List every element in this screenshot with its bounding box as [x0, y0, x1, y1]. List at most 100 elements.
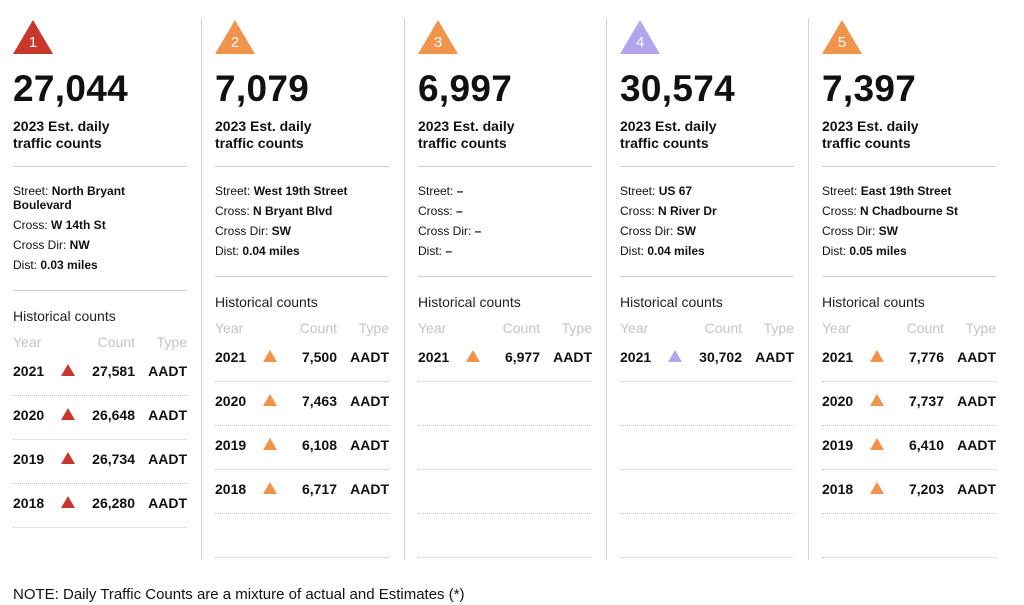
- table-row: 2021 30,702 AADT: [620, 338, 794, 382]
- table-row: 2020 26,648 AADT: [13, 396, 187, 440]
- history-type: AADT: [350, 437, 389, 453]
- section-divider: [418, 276, 592, 277]
- detail-label: Dist:: [822, 244, 850, 258]
- table-row: 2021 7,776 AADT: [822, 338, 996, 382]
- col-count: Count: [97, 334, 135, 350]
- section-divider: [620, 276, 794, 277]
- section-divider: [822, 166, 996, 167]
- empty-row: [620, 426, 794, 470]
- location-details: Street: East 19th Street Cross: N Chadbou…: [822, 181, 996, 261]
- triangle-marker-icon: [668, 350, 682, 362]
- detail-cross: Cross: N River Dr: [620, 201, 794, 221]
- detail-label: Street:: [13, 184, 52, 198]
- detail-street: Street: –: [418, 181, 592, 201]
- detail-cross-dir: Cross Dir: SW: [822, 221, 996, 241]
- history-count: 6,108: [301, 437, 337, 453]
- caption-line-1: 2023 Est. daily: [822, 118, 919, 134]
- triangle-marker-icon: 4: [620, 20, 660, 54]
- location-details: Street: West 19th Street Cross: N Bryant …: [215, 181, 389, 261]
- table-row: 2020 7,737 AADT: [822, 382, 996, 426]
- history-year: 2019: [822, 437, 854, 453]
- detail-street: Street: US 67: [620, 181, 794, 201]
- col-count: Count: [704, 320, 742, 336]
- marker-number: 5: [838, 34, 846, 51]
- caption-line-2: traffic counts: [13, 135, 102, 151]
- historical-counts-title: Historical counts: [418, 294, 521, 310]
- empty-row: [620, 382, 794, 426]
- history-year: 2018: [822, 481, 854, 497]
- detail-label: Cross:: [620, 204, 659, 218]
- empty-row: [620, 514, 794, 558]
- card-content: 1 27,044 2023 Est. daily traffic counts Stre…: [13, 18, 187, 560]
- empty-row: [822, 514, 996, 558]
- empty-row: [418, 514, 592, 558]
- caption-line-2: traffic counts: [620, 135, 709, 151]
- detail-label: Cross Dir:: [418, 224, 475, 238]
- triangle-marker-icon: [61, 364, 75, 376]
- detail-cross: Cross: N Bryant Blvd: [215, 201, 389, 221]
- history-type: AADT: [957, 349, 996, 365]
- detail-label: Cross Dir:: [13, 238, 70, 252]
- triangle-marker-icon: [263, 438, 277, 450]
- location-details: Street: US 67 Cross: N River Dr Cross Dir:…: [620, 181, 794, 261]
- footnote: NOTE: Daily Traffic Counts are a mixture…: [13, 586, 465, 603]
- history-type: AADT: [350, 393, 389, 409]
- triangle-marker-icon: [870, 482, 884, 494]
- history-year: 2020: [215, 393, 247, 409]
- detail-value: NW: [69, 238, 90, 252]
- detail-value: West 19th Street: [253, 184, 348, 198]
- col-type: Type: [965, 320, 996, 336]
- history-type: AADT: [957, 393, 996, 409]
- history-type: AADT: [553, 349, 592, 365]
- detail-label: Cross:: [215, 204, 254, 218]
- detail-dist: Dist: 0.04 miles: [620, 241, 794, 261]
- history-header: Year Count Type: [13, 334, 187, 352]
- history-count: 7,737: [908, 393, 944, 409]
- section-divider: [822, 276, 996, 277]
- detail-value: 0.04 miles: [242, 244, 300, 258]
- detail-value: –: [474, 224, 482, 238]
- detail-cross-dir: Cross Dir: SW: [215, 221, 389, 241]
- table-row: 2018 26,280 AADT: [13, 484, 187, 528]
- detail-label: Dist:: [620, 244, 648, 258]
- section-divider: [215, 276, 389, 277]
- card-content: 3 6,997 2023 Est. daily traffic counts Stree…: [418, 18, 592, 560]
- history-year: 2020: [822, 393, 854, 409]
- detail-value: East 19th Street: [860, 184, 952, 198]
- detail-value: SW: [271, 224, 292, 238]
- historical-counts-title: Historical counts: [215, 294, 318, 310]
- marker-number: 1: [29, 34, 37, 51]
- triangle-marker-icon: 5: [822, 20, 862, 54]
- detail-value: N Chadbourne St: [860, 204, 959, 218]
- history-year: 2021: [13, 363, 45, 379]
- detail-label: Street:: [418, 184, 457, 198]
- detail-label: Cross:: [418, 204, 457, 218]
- history-type: AADT: [148, 407, 187, 423]
- col-year: Year: [822, 320, 851, 336]
- daily-count: 30,574: [620, 68, 735, 109]
- traffic-card-2: 2 7,079 2023 Est. daily traffic counts Stree…: [202, 18, 404, 560]
- count-caption: 2023 Est. daily traffic counts: [215, 118, 389, 152]
- detail-street: Street: North Bryant Boulevard: [13, 181, 187, 215]
- col-count: Count: [299, 320, 337, 336]
- history-header: Year Count Type: [418, 320, 592, 338]
- history-type: AADT: [350, 349, 389, 365]
- detail-label: Cross:: [13, 218, 52, 232]
- triangle-marker-icon: [263, 482, 277, 494]
- triangle-marker-icon: [870, 394, 884, 406]
- col-year: Year: [418, 320, 447, 336]
- detail-value: North Bryant Boulevard: [13, 184, 126, 212]
- daily-count: 7,397: [822, 68, 917, 109]
- detail-dist: Dist: –: [418, 241, 592, 261]
- history-count: 26,648: [92, 407, 135, 423]
- historical-counts-title: Historical counts: [620, 294, 723, 310]
- caption-line-1: 2023 Est. daily: [418, 118, 515, 134]
- location-details: Street: – Cross: – Cross Dir: – Dist: –: [418, 181, 592, 261]
- detail-label: Cross Dir:: [620, 224, 677, 238]
- triangle-marker-icon: [263, 394, 277, 406]
- caption-line-2: traffic counts: [822, 135, 911, 151]
- card-divider: [606, 18, 607, 560]
- empty-row: [418, 426, 592, 470]
- history-count: 26,734: [92, 451, 135, 467]
- history-count: 30,702: [699, 349, 742, 365]
